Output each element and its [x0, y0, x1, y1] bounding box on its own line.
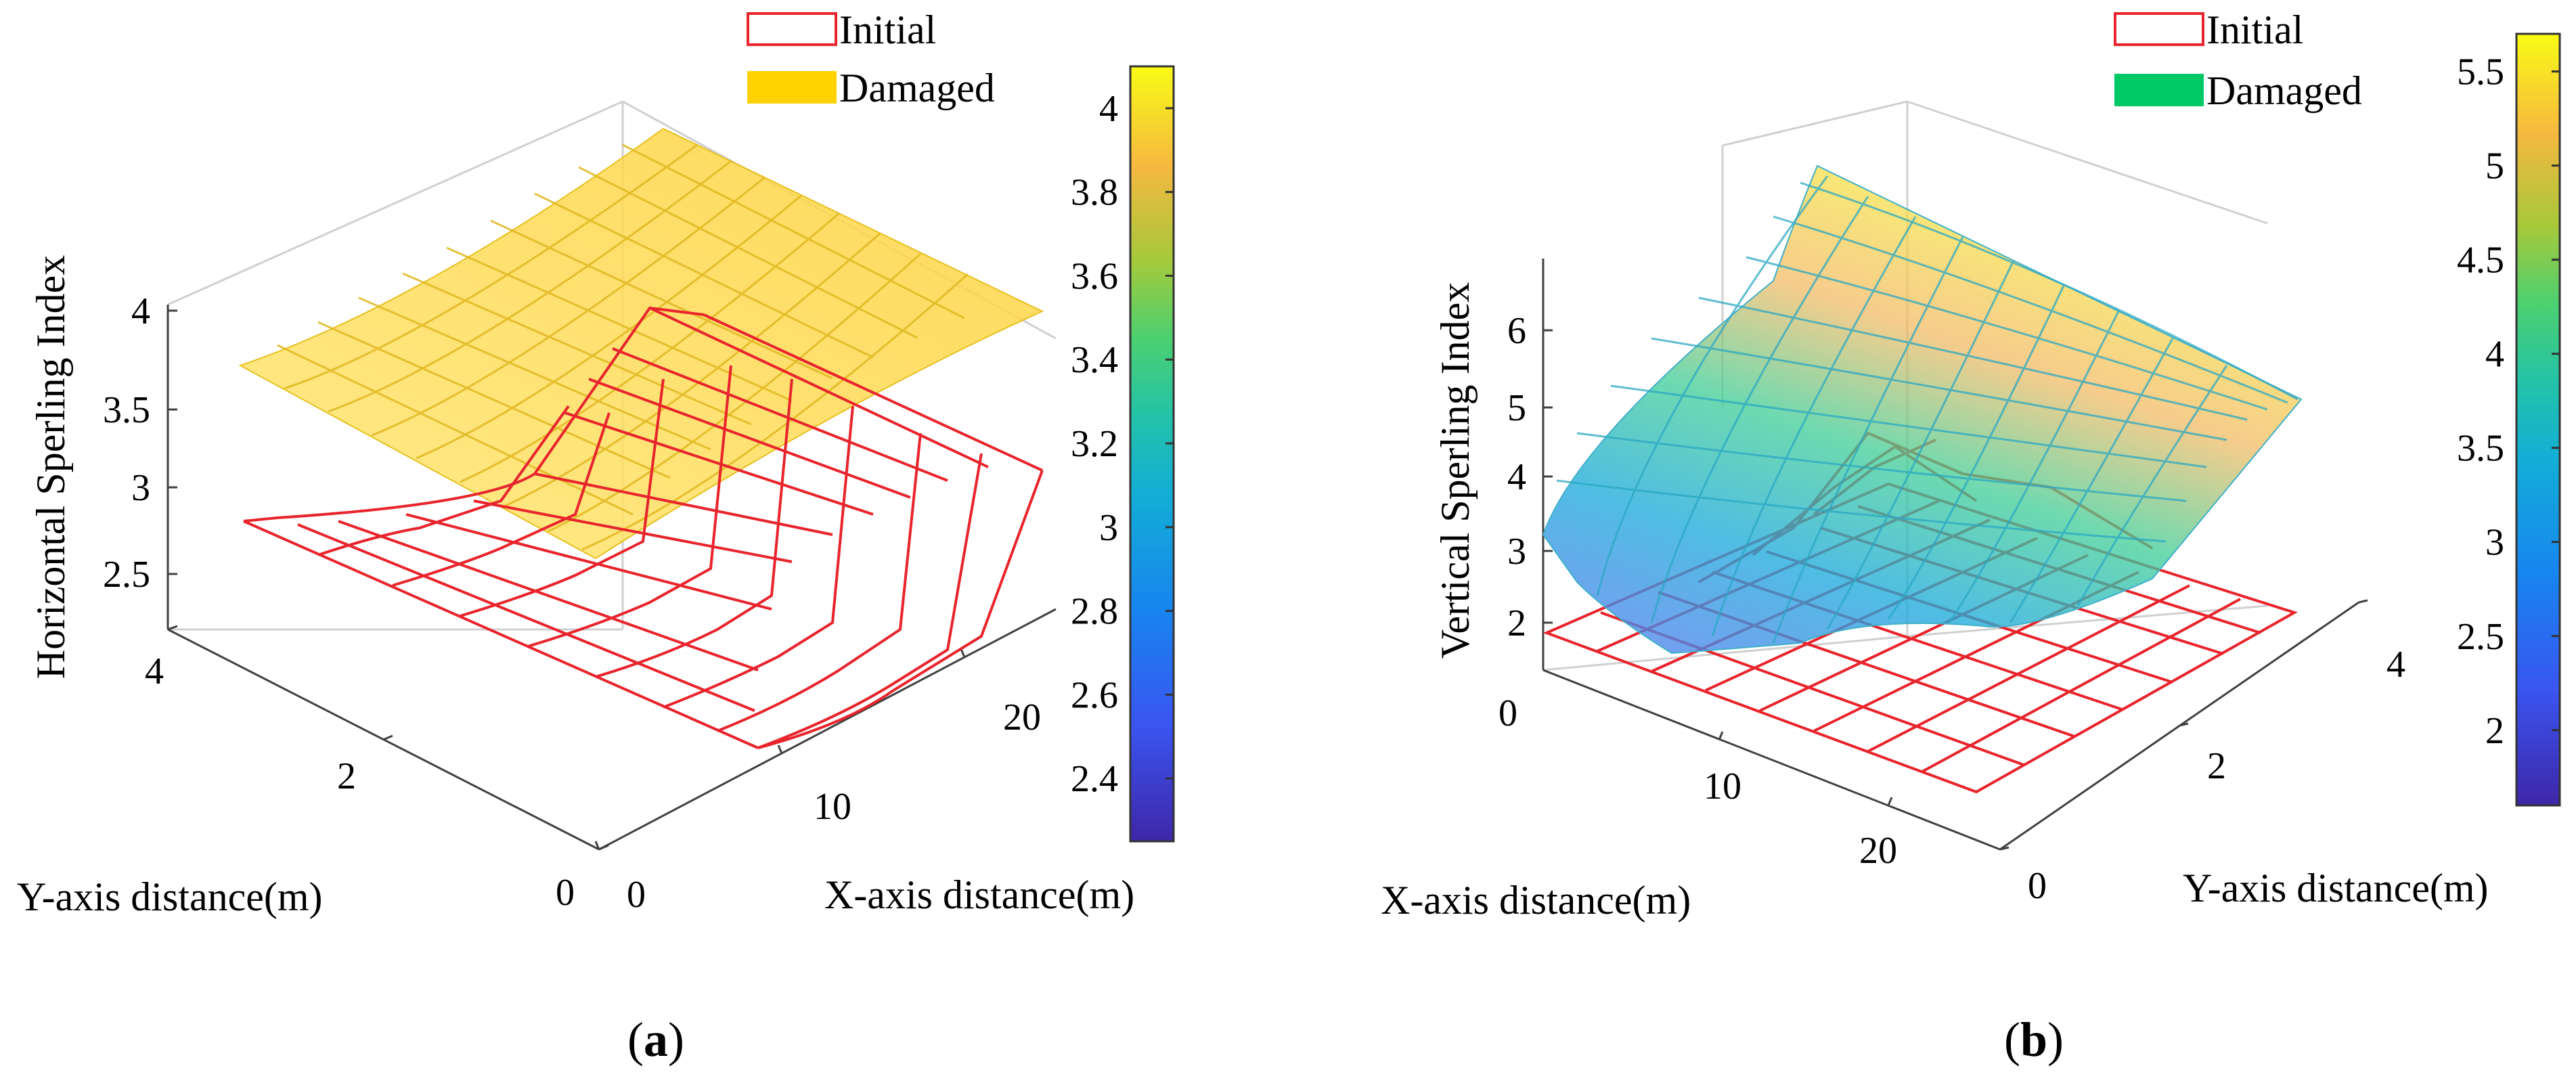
panel-a-z-tick: 3	[131, 467, 150, 509]
panel-a-damaged-surface	[238, 127, 1044, 560]
panel-a-legend: Initial Damaged	[747, 7, 995, 110]
panel-b-zlabel: Vertical Sperling Index	[1433, 282, 1478, 659]
caption-b-open: (	[2004, 1013, 2020, 1067]
panel-b-legend-damaged-swatch	[2114, 74, 2204, 106]
panel-b-colorbar-ticks: 2 2.5 3 3.5 4 4.5 5 5.5	[2457, 51, 2560, 752]
panel-a-colorbar-tick-label: 3.8	[1071, 172, 1118, 214]
panel-a-colorbar-tick-label: 2.6	[1071, 674, 1118, 716]
caption-b-close: )	[2047, 1013, 2064, 1067]
panel-a-colorbar-tick-label: 3	[1099, 507, 1118, 549]
panel-a-colorbar-tick-label: 2.4	[1071, 758, 1118, 800]
panel-a-zlabel: Horizontal Sperling Index	[28, 255, 73, 680]
panel-b-xlabel: X-axis distance(m)	[1381, 878, 1691, 923]
panel-b-z-tick: 3	[1507, 531, 1526, 573]
caption-b: (b)	[2004, 1013, 2064, 1067]
panel-b-colorbar-tick-label: 3.5	[2457, 428, 2504, 470]
panel-a-initial-mesh	[243, 306, 1044, 749]
panel-b-x-tick: 10	[1704, 766, 1741, 807]
panel-b-colorbar-tick-label: 4.5	[2457, 240, 2504, 282]
panel-a-x-tick: 10	[814, 786, 851, 828]
panel-b-damaged-surface	[1542, 164, 2303, 655]
panel-b-y-tick: 0	[2028, 865, 2047, 907]
caption-b-letter: b	[2020, 1013, 2047, 1067]
panel-a-z-tick: 2.5	[103, 554, 150, 596]
panel-a-legend-damaged: Damaged	[839, 66, 995, 110]
panel-a-legend-initial: Initial	[839, 7, 936, 52]
panel-a-y-tick: 0	[556, 872, 575, 914]
panel-b: 6 5 4 3 2 0 10 20 0 2 4 Vertical Sperlin…	[1381, 7, 2561, 923]
panel-a: 4 3.5 3 2.5 4 2 0 0 10 20 Horizontal Spe…	[17, 7, 1175, 919]
panel-a-colorbar-ticks: 2.4 2.6 2.8 3 3.2 3.4 3.6 3.8 4	[1071, 88, 1174, 800]
panel-a-z-tick: 3.5	[103, 389, 150, 431]
panel-b-y-tick: 2	[2207, 745, 2226, 787]
panel-a-legend-damaged-swatch	[747, 71, 837, 104]
caption-a: (a)	[627, 1013, 684, 1067]
panel-a-colorbar-tick-label: 3.6	[1071, 255, 1118, 297]
panel-b-z-tick: 5	[1507, 387, 1526, 429]
caption-a-letter: a	[644, 1013, 668, 1067]
panel-b-colorbar-tick-label: 5.5	[2457, 51, 2504, 93]
panel-b-legend: Initial Damaged	[2114, 7, 2362, 113]
panel-a-colorbar-tick-label: 4	[1099, 88, 1118, 130]
panel-a-x-tick: 20	[1003, 696, 1041, 738]
panel-b-axes	[1542, 259, 2368, 851]
panel-a-z-tick: 4	[131, 290, 150, 332]
panel-b-ylabel: Y-axis distance(m)	[2183, 866, 2489, 910]
panel-b-colorbar-tick-label: 5	[2485, 146, 2504, 187]
panel-a-y-tick: 4	[145, 650, 164, 692]
caption-a-open: (	[627, 1013, 644, 1067]
panel-b-legend-initial: Initial	[2206, 7, 2303, 52]
panel-a-xlabel: X-axis distance(m)	[824, 872, 1134, 917]
panel-a-y-tick: 2	[337, 755, 356, 797]
panel-b-colorbar-tick-label: 4	[2485, 334, 2504, 376]
panel-b-colorbar-tick-label: 2.5	[2457, 616, 2504, 658]
panel-a-axes	[166, 305, 1057, 851]
panel-b-z-tick: 4	[1507, 456, 1526, 498]
panel-b-legend-initial-swatch	[2114, 12, 2204, 46]
panel-b-colorbar-tick-label: 3	[2485, 522, 2504, 564]
panel-a-x-tick: 0	[627, 874, 646, 916]
panel-b-x-tick: 20	[1859, 830, 1897, 872]
panel-a-colorbar-tick-label: 2.8	[1071, 591, 1118, 633]
panel-b-colorbar-tick-label: 2	[2485, 710, 2504, 752]
panel-a-ylabel: Y-axis distance(m)	[17, 874, 323, 919]
panel-b-z-tick: 6	[1507, 310, 1526, 352]
panel-b-z-tick: 2	[1507, 602, 1526, 644]
panel-a-legend-initial-swatch	[747, 12, 837, 46]
panel-a-colorbar-tick-label: 3.4	[1071, 339, 1118, 381]
panel-b-colorbar	[2515, 32, 2561, 807]
panel-b-legend-damaged: Damaged	[2206, 68, 2362, 113]
panel-a-colorbar	[1129, 65, 1175, 843]
panel-b-z-tick: 0	[1498, 692, 1517, 734]
panel-b-y-tick: 4	[2386, 644, 2405, 686]
panel-a-colorbar-tick-label: 3.2	[1071, 423, 1118, 465]
caption-a-close: )	[668, 1013, 684, 1067]
